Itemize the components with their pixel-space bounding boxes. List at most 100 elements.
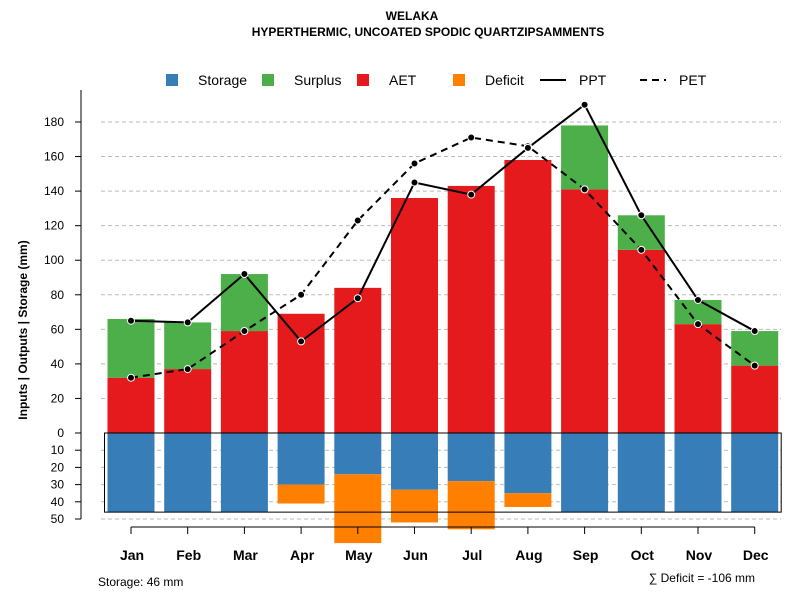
x-tick-label: Jun [403,547,428,563]
x-tick-label: Apr [290,547,315,563]
x-tick-label: Jul [462,547,482,563]
storage-bar [504,433,552,494]
pet-point [127,373,135,382]
series-lines [127,100,759,382]
storage-bar [107,433,155,513]
ppt-point [580,100,589,109]
storage-bar [447,433,495,482]
legend-label: Storage [198,72,247,88]
aet-bar [391,198,438,433]
pet-point [637,245,646,254]
y-tick-label: 20 [51,460,65,474]
ppt-point [750,327,759,336]
y-tick-label: 30 [51,478,65,492]
y-tick-label: 80 [51,288,65,302]
storage-bar [674,433,722,513]
y-tick-label: 50 [51,512,65,526]
storage-bar [391,433,438,490]
storage-bar [334,433,382,475]
x-tick-label: Sep [573,547,599,563]
legend-swatch [357,74,369,86]
aet-bar [220,331,268,433]
surplus-bar [164,322,212,370]
deficit-bar [504,493,552,507]
y-tick-label: 120 [44,219,64,233]
x-tick-label: Dec [743,547,769,563]
storage-bar [561,433,609,513]
surplus-bar [731,331,779,366]
pet-point [694,320,702,329]
aet-bar [617,249,665,433]
y-tick-label: 140 [44,184,64,198]
ppt-point [637,211,646,220]
pet-point [183,365,192,374]
pet-point [467,133,476,142]
storage-bar [277,433,325,485]
pet-point [750,361,759,370]
surplus-bar [220,274,268,332]
storage-bar [164,433,212,513]
x-tick-label: Aug [515,547,542,563]
legend-label: AET [389,72,417,88]
pet-point [410,159,419,168]
y-tick-label: 40 [51,495,65,509]
aet-bar [447,185,495,433]
deficit-bar [447,481,495,530]
storage-bar [220,433,268,513]
legend-swatch [453,74,465,86]
ppt-point [523,143,532,152]
aet-bar [164,369,212,433]
legend-label: PPT [579,72,607,88]
gridlines [101,121,781,520]
aet-bar [107,377,155,433]
y-tick-label: 160 [44,150,64,164]
legend-swatch [166,74,178,86]
aet-bar [277,313,325,433]
ppt-point [183,318,192,327]
ppt-point [467,190,476,199]
y-tick-label: 10 [51,443,65,457]
ppt-point [694,295,702,304]
aet-bar [334,287,382,433]
y-tick-label: 60 [51,322,65,336]
x-tick-label: Jan [120,547,144,563]
legend: Storage Surplus AET Deficit PPT PET [166,72,707,88]
deficit-note: ∑ Deficit = -106 mm [649,571,755,585]
legend-label: Deficit [485,72,524,88]
deficit-bar [277,484,325,504]
pet-point [580,185,589,194]
y-tick-label: 40 [51,357,65,371]
chart-subtitle: HYPERTHERMIC, UNCOATED SPODIC QUARTZIPSA… [252,25,604,39]
pet-point [240,327,249,336]
aet-bar [504,160,552,433]
aet-bar [731,365,779,433]
chart-title: WELAKA [386,9,439,23]
pet-point [297,290,306,299]
axes: 0 20 40 60 80 100 120 140 160 180 10 20 30 40 50 Jan Feb… [44,90,769,563]
ppt-point [297,337,306,346]
ppt-point [240,270,249,279]
y-tick-label: 20 [51,391,65,405]
pet-line [130,136,756,379]
y-tick-label: 180 [44,115,64,129]
legend-label: PET [679,72,707,88]
bars [104,125,782,544]
x-tick-label: Oct [631,547,655,563]
x-tick-label: May [345,547,372,563]
x-tick-label: Mar [233,547,258,563]
legend-swatch [262,74,274,86]
y-tick-label: 0 [57,426,64,440]
y-axis-label: Inputs | Outputs | Storage (mm) [16,240,30,419]
ppt-point [353,294,362,303]
aet-bar [674,324,722,433]
surplus-bar [107,318,155,378]
ppt-point [127,316,135,325]
ppt-point [410,178,419,187]
aet-bar [561,189,609,433]
pet-point [353,216,362,225]
y-tick-label: 100 [44,253,64,267]
legend-label: Surplus [294,72,341,88]
storage-bar [731,433,779,513]
storage-note: Storage: 46 mm [98,575,183,589]
